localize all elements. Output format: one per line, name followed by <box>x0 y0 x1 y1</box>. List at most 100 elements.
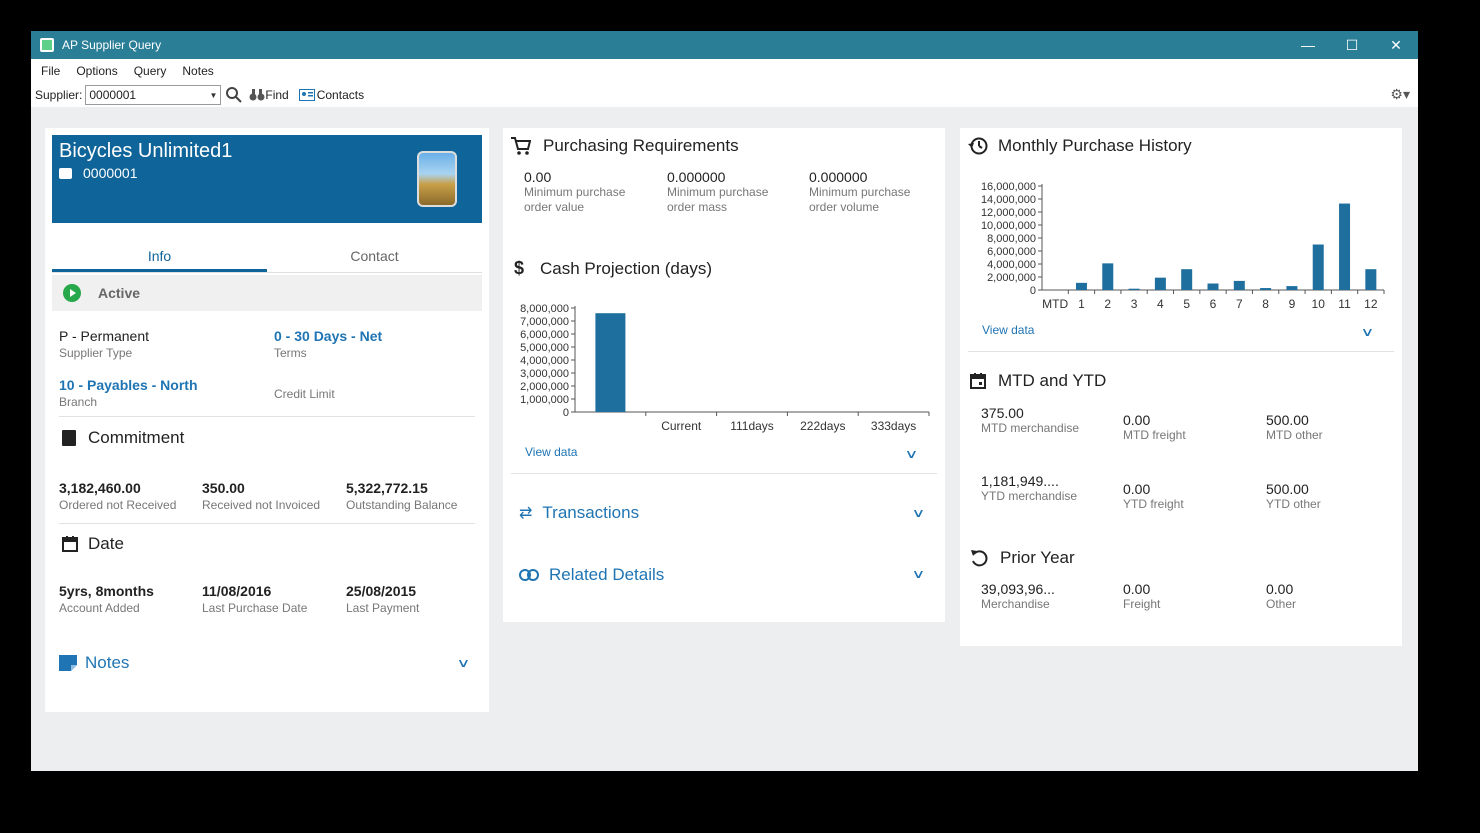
transactions-chevron-down-icon[interactable]: ∨ <box>911 506 926 520</box>
y-tick-label: 3,000,000 <box>520 368 569 380</box>
binoculars-icon <box>249 89 265 101</box>
chart-bar <box>595 313 626 412</box>
y-tick-label: 12,000,000 <box>981 207 1036 219</box>
min-po-value: 0.00 Minimum purchase order value <box>524 169 644 215</box>
commitment-ordered: 3,182,460.00 Ordered not Received <box>59 480 176 512</box>
supplier-input[interactable]: 0000001 ▼ <box>85 85 222 105</box>
monthly-view-data-link[interactable]: View data <box>982 323 1035 337</box>
related-details-section[interactable]: Related Details <box>519 565 664 585</box>
chart-bar <box>1286 286 1298 290</box>
minimize-icon[interactable]: — <box>1301 37 1315 53</box>
branch-value[interactable]: 10 - Payables - North <box>59 377 198 393</box>
x-tick-label: 5 <box>1183 297 1190 311</box>
related-details-title: Related Details <box>549 565 665 584</box>
purchasing-title-text: Purchasing Requirements <box>543 136 739 155</box>
briefcase-icon <box>59 167 72 179</box>
tab-contact[interactable]: Contact <box>350 248 399 264</box>
y-tick-label: 1,000,000 <box>520 394 569 406</box>
supplier-card: Bicycles Unlimited1 0000001 Info Contact… <box>45 128 489 712</box>
x-tick-label: 2 <box>1104 297 1111 311</box>
prior-freight-label: Freight <box>1123 597 1161 611</box>
x-tick-label: 222days <box>800 419 845 433</box>
mtd-ytd-title: MTD and YTD <box>970 371 1106 391</box>
gear-icon[interactable]: ⚙▾ <box>1390 86 1410 102</box>
commitment-title-text: Commitment <box>88 428 185 447</box>
y-tick-label: 5,000,000 <box>520 342 569 354</box>
main-content: Bicycles Unlimited1 0000001 Info Contact… <box>31 107 1418 771</box>
mtd-merchandise: 375.00 MTD merchandise <box>981 405 1091 436</box>
notes-chevron-down-icon[interactable]: ∨ <box>456 656 471 670</box>
y-tick-label: 16,000,000 <box>981 181 1036 193</box>
y-tick-label: 4,000,000 <box>987 259 1036 271</box>
ytd-other: 500.00 YTD other <box>1266 481 1376 512</box>
y-tick-label: 2,000,000 <box>520 381 569 393</box>
prior-year-title: Prior Year <box>970 548 1075 568</box>
divider <box>59 416 475 417</box>
last-purchase-label: Last Purchase Date <box>202 601 308 615</box>
y-tick-label: 2,000,000 <box>987 272 1036 284</box>
mtd-merchandise-value: 375.00 <box>981 405 1024 421</box>
divider <box>59 523 475 524</box>
contacts-label: Contacts <box>316 88 365 102</box>
outstanding-value: 5,322,772.15 <box>346 480 428 496</box>
menu-query[interactable]: Query <box>133 64 167 78</box>
note-icon <box>59 655 77 671</box>
account-added: 5yrs, 8months Account Added <box>59 583 154 615</box>
ordered-label: Ordered not Received <box>59 498 177 512</box>
prior-merchandise-value: 39,093,96... <box>981 581 1055 597</box>
mtd-freight-value: 0.00 <box>1123 412 1151 428</box>
chevron-down-icon[interactable]: ▼ <box>209 90 218 100</box>
menu-notes[interactable]: Notes <box>182 64 214 78</box>
supplier-input-value: 0000001 <box>89 88 137 102</box>
terms-label: Terms <box>274 346 307 360</box>
ytd-other-label: YTD other <box>1266 497 1321 511</box>
divider <box>511 473 937 474</box>
ytd-merchandise-label: YTD merchandise <box>981 489 1078 503</box>
x-tick-label: 9 <box>1289 297 1296 311</box>
tab-info[interactable]: Info <box>52 241 267 272</box>
x-tick-label: MTD <box>1042 297 1068 311</box>
divider <box>968 351 1394 352</box>
monthly-history-title-text: Monthly Purchase History <box>998 136 1192 155</box>
terms-value[interactable]: 0 - 30 Days - Net <box>274 328 383 344</box>
x-tick-label: 1 <box>1078 297 1085 311</box>
related-chevron-down-icon[interactable]: ∨ <box>911 567 926 581</box>
y-tick-label: 8,000,000 <box>520 303 569 315</box>
contacts-button[interactable]: Contacts <box>298 88 365 102</box>
app-window: AP Supplier Query — ☐ ✕ File Options Que… <box>31 31 1418 771</box>
transactions-section[interactable]: ⇄ Transactions <box>519 503 639 523</box>
cash-view-data-link[interactable]: View data <box>525 445 578 459</box>
mtd-other: 500.00 MTD other <box>1266 412 1376 443</box>
account-added-label: Account Added <box>59 601 140 615</box>
x-tick-label: 12 <box>1364 297 1378 311</box>
x-tick-label: 7 <box>1236 297 1243 311</box>
dollar-icon: $ <box>514 258 525 278</box>
menu-file[interactable]: File <box>41 64 61 78</box>
chart-bar <box>1128 288 1140 290</box>
commitment-outstanding: 5,322,772.15 Outstanding Balance <box>346 480 457 512</box>
supplier-code-row: 0000001 <box>59 165 138 181</box>
y-tick-label: 0 <box>563 407 569 419</box>
cart-icon <box>511 137 531 155</box>
prior-freight: 0.00 Freight <box>1123 581 1233 612</box>
menu-options[interactable]: Options <box>76 64 118 78</box>
mtd-freight: 0.00 MTD freight <box>1123 412 1233 443</box>
maximize-icon[interactable]: ☐ <box>1345 36 1359 53</box>
notes-section[interactable]: Notes <box>59 653 129 673</box>
chart-bar <box>1102 263 1114 290</box>
calendar-icon <box>62 536 78 552</box>
mtd-merchandise-label: MTD merchandise <box>981 421 1080 435</box>
close-icon[interactable]: ✕ <box>1390 36 1402 53</box>
monthly-history-title: Monthly Purchase History <box>968 136 1192 156</box>
find-button[interactable]: Find <box>249 88 289 102</box>
mtd-ytd-title-text: MTD and YTD <box>998 371 1107 390</box>
x-tick-label: 3 <box>1131 297 1138 311</box>
supplier-code: 0000001 <box>83 165 138 181</box>
cash-chevron-down-icon[interactable]: ∨ <box>904 447 919 461</box>
min-po-value-label: Minimum purchase order value <box>524 185 626 214</box>
supplier-name: Bicycles Unlimited1 <box>59 140 233 162</box>
min-po-volume: 0.000000 Minimum purchase order volume <box>809 169 929 215</box>
monthly-chevron-down-icon[interactable]: ∨ <box>1360 325 1375 339</box>
mtd-freight-label: MTD freight <box>1123 428 1186 442</box>
search-icon[interactable] <box>225 86 243 104</box>
